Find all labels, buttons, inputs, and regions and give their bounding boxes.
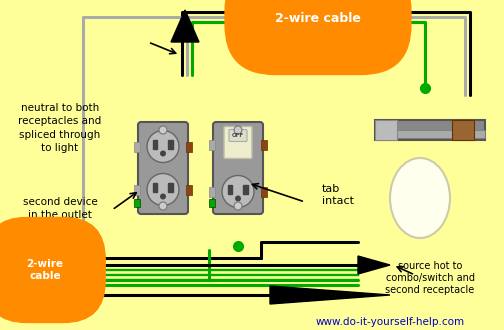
Bar <box>209 186 215 196</box>
Circle shape <box>222 176 254 208</box>
Bar <box>168 140 173 148</box>
Ellipse shape <box>390 158 450 238</box>
Text: 2-wire
cable: 2-wire cable <box>27 259 64 281</box>
Text: tab
intact: tab intact <box>322 184 354 206</box>
Circle shape <box>235 195 241 202</box>
Polygon shape <box>358 256 390 274</box>
Bar <box>134 142 140 151</box>
Bar <box>134 184 140 194</box>
Circle shape <box>160 193 166 200</box>
Bar <box>261 140 267 149</box>
Bar <box>209 199 215 207</box>
Circle shape <box>234 126 242 134</box>
Text: source hot to
combo/switch and
second receptacle: source hot to combo/switch and second re… <box>386 261 475 295</box>
Circle shape <box>147 174 179 206</box>
Bar <box>209 140 215 149</box>
Text: www.do-it-yourself-help.com: www.do-it-yourself-help.com <box>316 317 465 327</box>
Polygon shape <box>270 286 390 304</box>
Circle shape <box>159 202 167 210</box>
Bar <box>375 120 485 140</box>
Text: 2-wire cable: 2-wire cable <box>275 12 361 24</box>
Bar <box>186 142 192 151</box>
Circle shape <box>160 150 166 156</box>
Circle shape <box>234 202 242 210</box>
Circle shape <box>159 126 167 134</box>
Bar <box>168 182 173 191</box>
FancyBboxPatch shape <box>229 129 247 142</box>
Text: neutral to both
receptacles and
spliced through
to light: neutral to both receptacles and spliced … <box>18 103 102 153</box>
Bar <box>186 184 192 194</box>
Bar <box>261 186 267 196</box>
Text: OFF: OFF <box>232 133 244 138</box>
Bar <box>134 199 140 207</box>
Polygon shape <box>171 10 199 42</box>
Bar <box>153 140 157 148</box>
FancyBboxPatch shape <box>213 122 263 214</box>
Bar <box>375 120 397 140</box>
Text: source: source <box>19 301 71 315</box>
Bar <box>243 184 248 193</box>
FancyBboxPatch shape <box>224 126 252 158</box>
FancyBboxPatch shape <box>138 122 188 214</box>
Text: second device
in the outlet
box: second device in the outlet box <box>23 197 97 233</box>
Bar <box>153 182 157 191</box>
Bar <box>228 184 232 193</box>
Bar <box>375 130 485 138</box>
Circle shape <box>147 130 179 162</box>
Bar <box>452 120 474 140</box>
